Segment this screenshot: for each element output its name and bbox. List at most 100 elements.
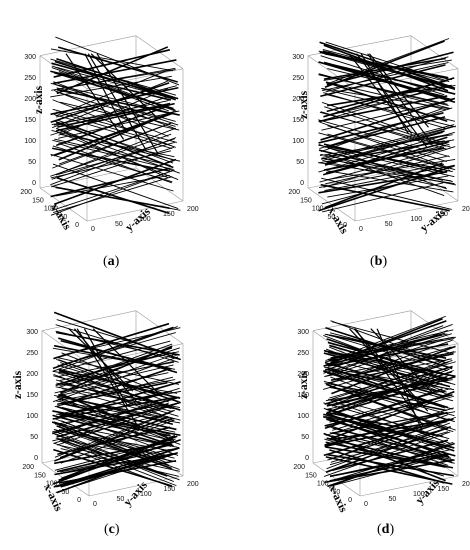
segment <box>322 126 453 162</box>
segment <box>328 408 455 452</box>
segment <box>50 172 168 216</box>
segment <box>54 138 171 166</box>
y-tick: 150 <box>163 211 175 218</box>
segment <box>318 61 456 104</box>
z-tick: 200 <box>26 371 38 378</box>
x-ticks: 0 50 100 150 200 <box>22 464 81 504</box>
segment <box>320 108 443 152</box>
segment <box>52 435 178 485</box>
z-tick: 300 <box>292 54 304 61</box>
segment <box>56 177 170 215</box>
z-ticks: 0 50 100 150 200 250 300 <box>24 54 36 187</box>
segment <box>50 75 172 98</box>
segment <box>54 376 174 408</box>
segment <box>349 328 422 407</box>
x-axis-label: x-axis <box>48 201 73 232</box>
segment <box>50 96 169 136</box>
segment <box>84 53 128 134</box>
x-tick: 100 <box>46 481 58 488</box>
fracture-lines <box>50 36 181 216</box>
segment <box>330 428 444 463</box>
segment <box>83 328 129 407</box>
segment <box>324 93 456 128</box>
segment <box>329 449 445 484</box>
segment <box>61 388 181 421</box>
segment <box>51 103 173 125</box>
segment <box>324 162 443 209</box>
segment <box>52 326 178 372</box>
segment <box>322 416 451 456</box>
x-tick: 50 <box>327 214 335 221</box>
z-ticks: 0 50 100 150 200 250 300 <box>297 329 309 462</box>
segment <box>53 81 177 130</box>
segment <box>50 150 172 179</box>
x-tick: 50 <box>332 489 340 496</box>
segment <box>51 67 178 113</box>
x-tick: 200 <box>22 464 34 471</box>
panel-letter: d <box>381 522 390 537</box>
segment <box>327 132 443 165</box>
segment <box>56 433 180 481</box>
z-axis-label: z-axis <box>12 370 24 399</box>
segment <box>76 328 139 427</box>
segment <box>327 329 454 360</box>
segment <box>57 46 178 83</box>
segment <box>60 340 171 371</box>
segment <box>326 170 454 193</box>
segment <box>319 163 445 189</box>
y-tick: 0 <box>93 501 97 508</box>
y-tick: 0 <box>359 226 363 233</box>
segment <box>324 438 444 477</box>
segment <box>324 116 446 148</box>
segment <box>58 428 169 468</box>
segment <box>90 53 158 118</box>
segment <box>318 164 455 212</box>
segment <box>52 176 173 213</box>
segment <box>326 367 454 402</box>
segment <box>59 418 173 458</box>
segment <box>327 341 449 377</box>
y-tick: 200 <box>187 481 199 488</box>
segment <box>326 366 448 409</box>
x-tick: 0 <box>77 497 81 504</box>
x-tick: 50 <box>59 214 67 221</box>
segment <box>52 59 177 85</box>
x-tick: 0 <box>75 222 79 229</box>
z-tick: 50 <box>28 159 36 166</box>
z-tick: 0 <box>305 455 309 462</box>
segment <box>318 149 444 181</box>
segment <box>318 95 448 123</box>
segment <box>58 110 180 139</box>
segment <box>329 329 448 375</box>
segment <box>60 451 179 488</box>
x-tick: 200 <box>20 189 32 196</box>
segment <box>59 127 176 174</box>
y-tick: 0 <box>364 501 368 508</box>
segment <box>92 328 161 395</box>
segment <box>53 417 173 463</box>
fracture-lines <box>51 311 181 494</box>
z-tick: 300 <box>26 329 38 336</box>
segment <box>348 53 413 134</box>
y-tick: 50 <box>389 496 397 503</box>
z-tick: 250 <box>292 75 304 82</box>
segment <box>323 57 446 80</box>
segment <box>325 441 446 468</box>
segment <box>50 153 174 192</box>
x-tick: 0 <box>348 497 352 504</box>
y-tick: 100 <box>139 216 151 223</box>
z-tick: 150 <box>24 117 36 124</box>
segment <box>332 346 452 383</box>
z-tick: 100 <box>297 413 309 420</box>
z-tick: 100 <box>26 413 38 420</box>
segment <box>325 382 443 410</box>
segment <box>330 376 446 420</box>
segment <box>56 425 173 470</box>
y-tick: 200 <box>462 481 470 488</box>
segment <box>318 132 450 170</box>
segment <box>60 440 177 487</box>
z-axis-label: z-axis <box>298 90 310 119</box>
segment <box>323 61 453 101</box>
plot-3d-a: 0 50 100 150 200 250 300 0 50 100 150 20… <box>20 35 199 234</box>
segment <box>329 315 446 362</box>
